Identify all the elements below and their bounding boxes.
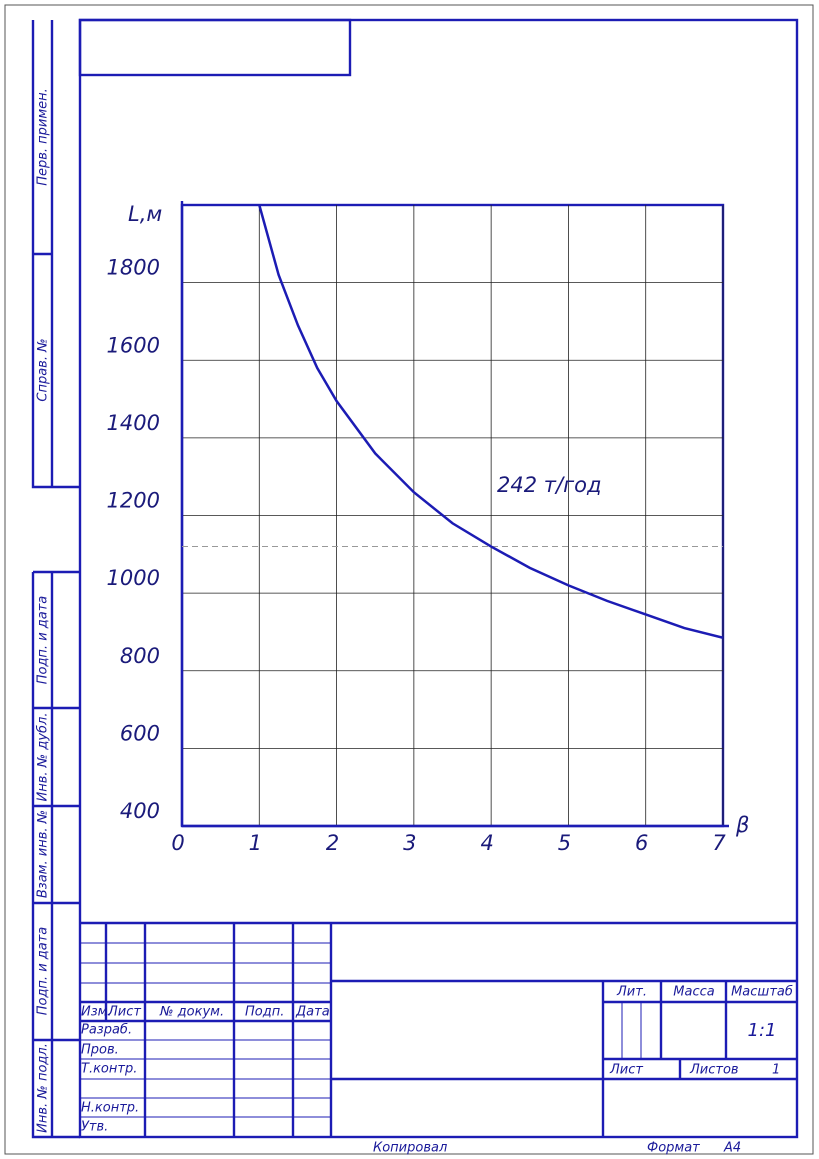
sheet-edge — [4, 4, 814, 1155]
y-tick-label: 1000 — [107, 566, 160, 590]
header-cell: Изм. — [81, 1005, 112, 1020]
footer-format-value: А4 — [723, 1141, 741, 1156]
row-label: Пров. — [81, 1043, 119, 1058]
y-tick-label: 600 — [120, 721, 160, 745]
x-tick-label: 6 — [635, 831, 648, 855]
stamp-label: Инв. № дубл. — [36, 713, 51, 802]
left-strip — [31, 20, 80, 1139]
row-label: Утв. — [81, 1120, 108, 1135]
x-tick-label: 4 — [480, 831, 493, 855]
stamp-label: Подп. и дата — [36, 596, 51, 685]
x-tick-label: 2 — [326, 831, 339, 855]
x-tick-label: 0 — [171, 831, 184, 855]
header-cell: Лист — [107, 1005, 141, 1020]
stamp-label: Взам. инв. № — [36, 810, 51, 898]
scale-value: 1:1 — [748, 1020, 777, 1041]
annotation: 242 т/год — [497, 473, 601, 497]
row-label: Н.контр. — [81, 1101, 139, 1116]
x-tick-label: 3 — [403, 831, 416, 855]
frame — [78, 18, 799, 1139]
title-block-lines — [80, 921, 797, 1137]
curve — [258, 204, 724, 639]
header-cell: Подп. — [245, 1005, 284, 1020]
stamp-label: Подп. и дата — [36, 927, 51, 1016]
sheets-label: Листов — [689, 1063, 739, 1078]
header-cell: Дата — [295, 1005, 330, 1020]
footer-format: Формат — [647, 1141, 700, 1156]
y-axis-label: L,м — [128, 202, 162, 226]
stamp-label: Справ. № — [36, 338, 51, 401]
header-cell: № докум. — [159, 1005, 224, 1020]
x-axis-label: β — [735, 813, 749, 837]
y-tick-label: 1800 — [107, 256, 160, 280]
y-tick-label: 1200 — [107, 489, 160, 513]
x-tick-label: 5 — [558, 831, 571, 855]
stamp-label: Инв. № подл. — [36, 1043, 51, 1133]
footer-copied: Копировал — [373, 1141, 447, 1156]
sheets-value: 1 — [772, 1063, 780, 1078]
sheet-label: Лист — [609, 1063, 643, 1078]
y-tick-label: 800 — [120, 644, 160, 668]
mass-label: Масса — [673, 985, 714, 1000]
lit-label: Лит. — [616, 985, 647, 1000]
row-label: Т.контр. — [81, 1062, 137, 1077]
x-tick-label: 7 — [712, 831, 726, 855]
stamp-label: Перв. примен. — [36, 88, 51, 186]
y-tick-label: 1600 — [107, 333, 160, 357]
scale-label: Масштаб — [731, 985, 793, 1000]
row-label: Разраб. — [81, 1023, 132, 1038]
top-box — [78, 18, 352, 77]
y-tick-label: 1400 — [107, 411, 160, 435]
y-tick-label: 400 — [120, 799, 160, 823]
x-tick-label: 1 — [249, 831, 262, 855]
